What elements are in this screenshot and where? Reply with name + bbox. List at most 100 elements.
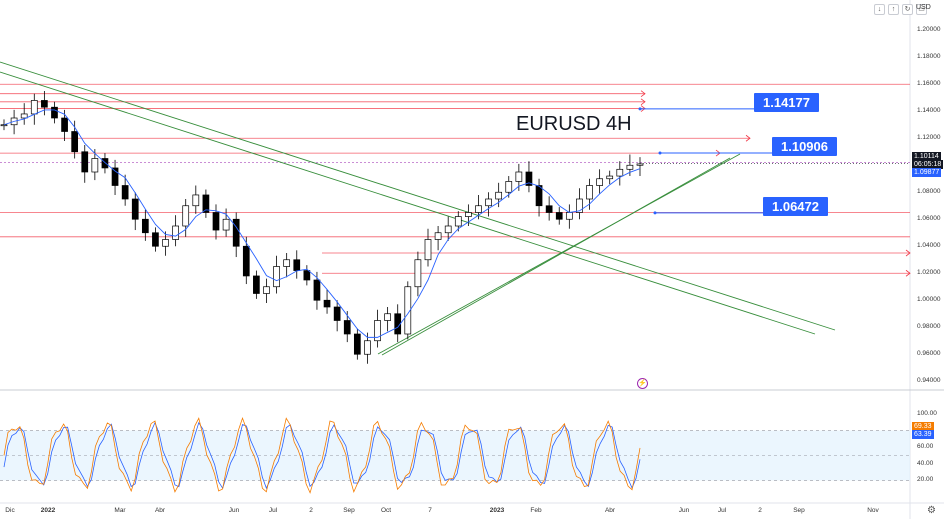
price-tick-label: 0.94000 [917,377,941,385]
downtrend-line-lower [0,71,816,335]
candle-body [162,239,169,247]
chart-title: EURUSD 4H [516,113,632,135]
price-tick-label: 1.18000 [917,53,941,61]
candle-body [111,167,119,186]
settings-icon[interactable]: ▭ [916,4,927,15]
candle-body [545,205,553,213]
stoch-d-line [3,421,641,490]
candle-body [555,212,563,220]
level-label-1: 1.14177 [754,93,819,112]
current-price-tag: 1.10114 [912,152,941,161]
arrow-down-icon[interactable]: ↓ [874,4,885,15]
price-tick-label: 1.04000 [917,242,941,250]
time-tick-label: Nov [867,507,879,514]
candle-body [596,178,603,186]
candle-body [91,158,99,173]
chart-toolbar: ↓ ↑ ↻ ▭ [874,4,927,15]
oscillator-tick-label: 40.00 [917,459,934,467]
refresh-icon[interactable]: ↻ [902,4,913,15]
candle-body [636,163,644,166]
price-tick-label: 1.08000 [917,188,941,196]
candle-body [202,194,210,213]
candle-body [20,113,28,119]
level-arrow [640,98,646,106]
candle-body [525,171,533,186]
candle-body [303,270,311,281]
time-tick-label: 2023 [489,507,505,514]
candle-body [374,320,381,342]
label-anchor-dot [638,107,642,111]
candle-body [505,181,513,193]
candle-body [586,185,593,200]
time-tick-label: Feb [530,507,542,514]
candle-body [30,100,38,115]
alert-icon[interactable]: ⚡ [637,378,648,389]
price-tick-label: 1.14000 [917,107,941,115]
currency-selector[interactable]: USD [916,4,931,11]
time-tick-label: Jul [268,507,278,514]
level-arrow [745,134,751,142]
candle-body [192,194,200,207]
candle-body [141,218,149,234]
candle-body [172,225,179,240]
moving-average-line [3,109,641,338]
candle-body [121,185,129,200]
candle-body [242,245,250,277]
price-tick-label: 0.96000 [917,350,941,358]
time-tick-label: 7 [428,507,432,514]
candle-body [485,198,492,207]
candle-body [101,158,109,169]
downtrend-line-upper [0,61,836,331]
time-tick-label: Mar [114,507,126,514]
uptrend-line-upper [377,153,741,355]
price-tick-label: 1.16000 [917,80,941,88]
candle-body [535,185,543,207]
candle-body [626,164,634,170]
time-tick-label: Jul [717,507,727,514]
candle-body [454,216,462,227]
time-tick-label: Oct [380,507,392,514]
candle-body [293,259,301,271]
candle-body [51,106,58,119]
candle-body [182,205,190,227]
candle-body [616,168,624,177]
candle-body [232,218,240,247]
candle-body [444,225,452,234]
label-anchor-dot [658,151,662,155]
candle-body [576,198,583,213]
time-tick-label: Sep [343,507,355,514]
arrow-up-icon[interactable]: ↑ [888,4,899,15]
candle-body [404,286,412,335]
price-tick-label: 1.20000 [917,26,941,34]
candle-body [61,117,68,132]
candle-body [212,212,220,231]
time-tick-label: 2022 [40,507,56,514]
price-tick-label: 1.06000 [917,215,941,223]
candle-body [364,340,371,355]
candle-body [515,171,523,182]
candle-body [273,266,280,288]
candle-body [263,286,270,294]
time-tick-label: 2 [309,507,313,514]
gear-icon[interactable]: ⚙ [927,505,936,516]
countdown-tag: 06:05:18 [912,160,944,169]
secondary-price-tag: 1.09877 [912,168,942,177]
stoch-k-line [3,416,641,494]
price-tick-label: 1.00000 [917,296,941,304]
candle-body [465,212,472,217]
oscillator-tick-label: 100.00 [917,410,937,417]
candle-body [131,198,139,220]
candle-body [222,218,230,231]
candle-body [353,333,361,355]
candle-body [475,205,482,213]
time-tick-label: Abr [154,507,166,514]
oscillator-tick-label: 60.00 [917,443,934,451]
level-label-2: 1.10906 [772,137,837,156]
time-tick-label: Dic [5,507,15,514]
candle-body [606,175,614,180]
candle-body [313,279,321,301]
label-anchor-dot [653,211,657,215]
stoch-k-tag: 69.33 [912,422,934,431]
time-tick-label: Jun [228,507,240,514]
